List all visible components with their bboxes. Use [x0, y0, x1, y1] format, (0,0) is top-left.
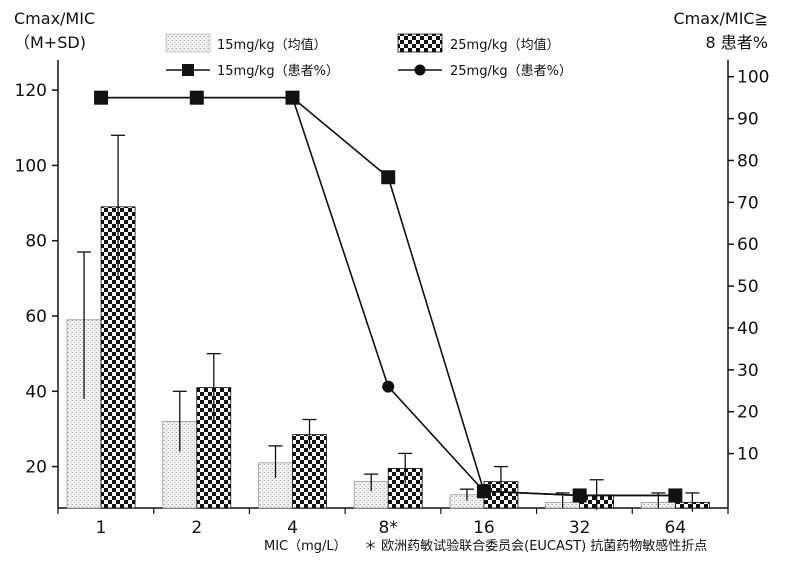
y-right-tick-label: 20	[737, 403, 759, 423]
x-tick-label: 4	[287, 518, 298, 538]
marker-circle	[477, 485, 490, 498]
marker-circle	[95, 91, 108, 104]
y-left-title-line1: Cmax/MIC	[14, 9, 95, 28]
footnote: ＊ 欧洲药敏试验联合委员会(EUCAST) 抗菌药物敏感性折点	[364, 538, 707, 554]
legend-swatch-15mg-mean	[165, 33, 211, 53]
y-right-title-line1: Cmax/MIC≧	[673, 9, 768, 28]
x-tick-label: 8*	[379, 518, 398, 538]
marker-circle	[190, 91, 203, 104]
y-right-tick-label: 90	[737, 110, 759, 130]
y-left-tick-label: 20	[25, 458, 47, 478]
marker-square	[381, 170, 396, 185]
error-bars	[77, 134, 700, 512]
x-tick-label: 64	[665, 518, 687, 538]
marker-circle	[382, 380, 395, 393]
marker-circle	[669, 489, 682, 502]
legend-label-15mg-patients: 15mg/kg（患者%）	[217, 64, 339, 79]
y-left-tick-label: 60	[25, 307, 47, 327]
y-right-tick-label: 40	[737, 319, 759, 339]
y-right-tick-label: 10	[737, 445, 759, 465]
y-right-title-line2: 8 患者%	[706, 33, 768, 52]
legend-label-25mg-mean: 25mg/kg（均值）	[450, 37, 560, 53]
y-left-tick-label: 40	[25, 382, 47, 402]
y-right-tick-label: 70	[737, 193, 759, 213]
legend-swatch-25mg-mean	[397, 33, 443, 53]
x-axis-title: MIC（mg/L）	[264, 539, 347, 554]
bars	[66, 206, 710, 509]
y-left-tick-label: 120	[15, 81, 47, 101]
y-left-title-line2: （M+SD)	[14, 33, 86, 52]
y-left-tick-label: 100	[15, 156, 47, 176]
x-tick-label: 32	[569, 518, 591, 538]
y-right-tick-label: 30	[737, 361, 759, 381]
x-tick-label: 2	[191, 518, 202, 538]
marker-circle	[573, 489, 586, 502]
y-right-ticks: 10 20 30 40 50 60 70 80 90 100	[728, 68, 769, 465]
x-tick-label: 16	[473, 518, 495, 538]
y-right-tick-label: 80	[737, 151, 759, 171]
y-right-tick-label: 100	[737, 68, 769, 88]
x-tick-label: 1	[96, 518, 107, 538]
y-right-tick-label: 50	[737, 277, 759, 297]
legend: 15mg/kg（均值） 25mg/kg（均值） 15mg/kg（患者%） 25m…	[165, 33, 572, 79]
legend-marker-circle	[414, 64, 426, 76]
legend-marker-square	[182, 64, 194, 76]
marker-circle	[286, 91, 299, 104]
y-left-ticks: 20 40 60 80 100 120	[15, 81, 58, 478]
y-right-tick-label: 60	[737, 235, 759, 255]
y-left-tick-label: 80	[25, 232, 47, 252]
legend-label-25mg-patients: 25mg/kg（患者%）	[450, 64, 572, 79]
x-ticks: 1 2 4 8* 16 32 64	[57, 508, 729, 538]
patient-lines	[94, 90, 683, 503]
legend-label-15mg-mean: 15mg/kg（均值）	[217, 37, 327, 53]
